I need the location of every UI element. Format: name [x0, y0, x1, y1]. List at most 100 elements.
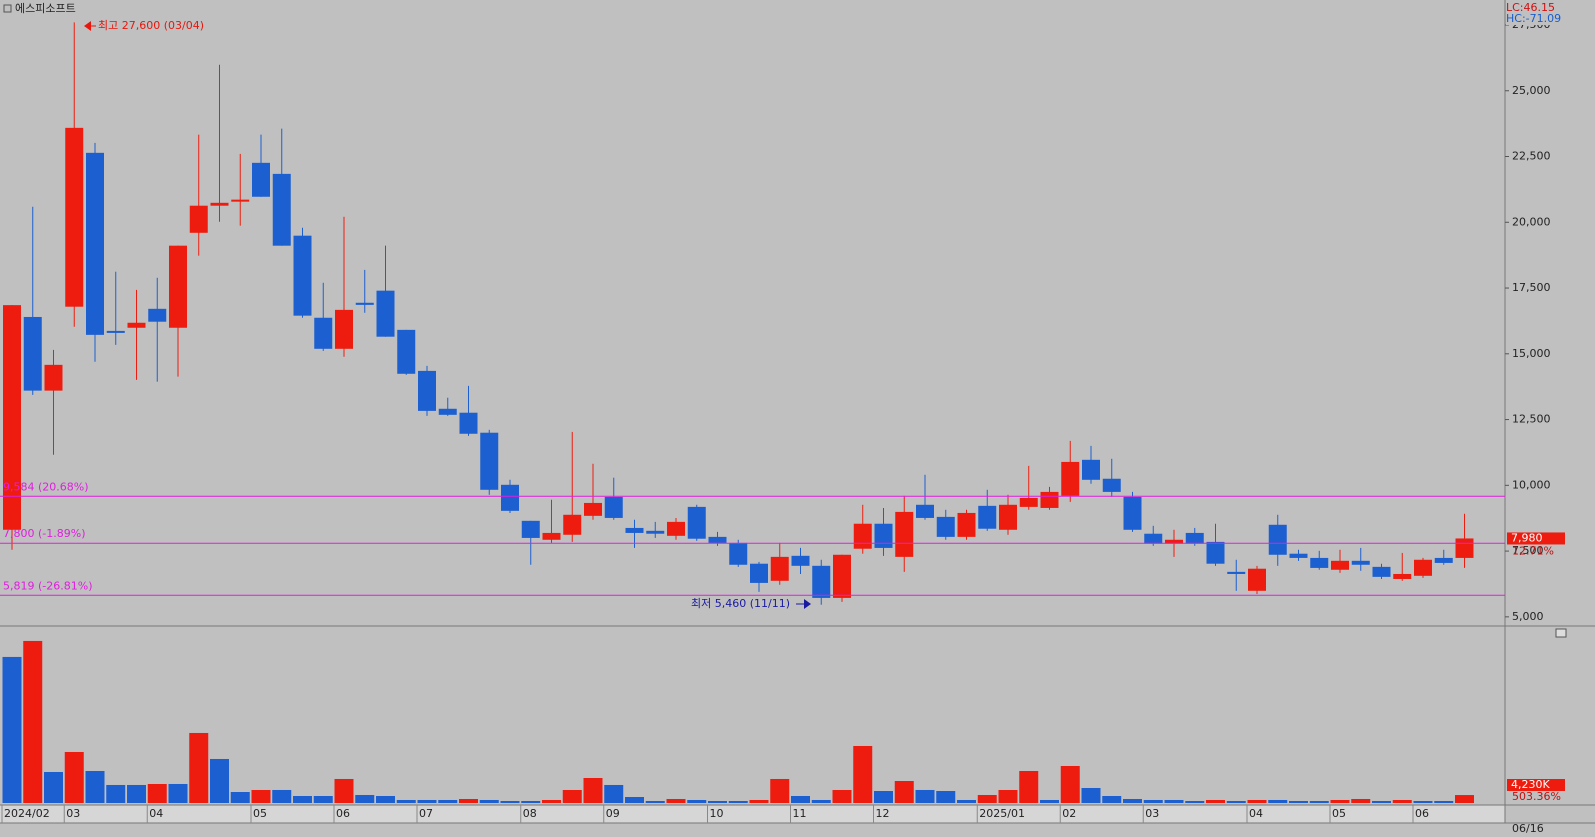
volume-bar: [479, 799, 499, 803]
candle-body: [376, 290, 395, 337]
candle-body: [604, 496, 623, 518]
candle-body: [978, 505, 997, 529]
volume-tag-label: 4,230K: [1511, 778, 1550, 791]
volume-bar: [894, 780, 914, 803]
x-tick-label: 06: [1415, 807, 1429, 820]
candle-body: [1082, 459, 1100, 480]
panel-icon[interactable]: [3, 4, 12, 13]
candle-body: [1061, 461, 1080, 496]
volume-bar: [1206, 799, 1225, 803]
candle-body: [1351, 560, 1370, 565]
volume-bar: [1060, 765, 1080, 803]
hc-label: HC:-71.09: [1506, 12, 1561, 25]
last-date: 06/16: [1512, 822, 1544, 835]
volume-bar: [728, 801, 748, 803]
x-tick-label: 04: [1249, 807, 1263, 820]
volume-bar: [500, 801, 520, 803]
candle-body: [1019, 497, 1038, 507]
candle-body: [563, 514, 582, 535]
marks: [2, 22, 1474, 803]
reference-label: 5,819 (-26.81%): [3, 579, 92, 592]
candle-body: [521, 520, 540, 538]
volume-bar: [376, 796, 395, 803]
candle-body: [272, 173, 291, 246]
volume-bar: [583, 777, 603, 803]
volume-bar: [977, 794, 997, 803]
volume-bar: [251, 789, 271, 803]
candle-body: [293, 235, 312, 316]
price-tag-label: 7,980: [1511, 531, 1543, 544]
change-label: 12.71%: [1512, 544, 1554, 557]
panel-button[interactable]: [1555, 628, 1567, 638]
volume-bar: [708, 801, 727, 803]
volume-bar: [334, 778, 354, 803]
candle-body: [23, 316, 42, 391]
candle-body: [999, 504, 1017, 530]
candle-body: [1185, 532, 1204, 544]
x-tick-label: 09: [606, 807, 620, 820]
volume-bar: [355, 794, 375, 803]
candle-body: [397, 329, 416, 374]
x-tick-label: 02: [1062, 807, 1076, 820]
candle-body: [957, 512, 976, 537]
x-tick-label: 03: [1145, 807, 1159, 820]
candle-body: [750, 563, 768, 583]
y-tick-label: 7,500: [1512, 544, 1544, 557]
x-tick-label: 03: [66, 807, 80, 820]
volume-bar: [1081, 787, 1101, 803]
candle-body: [355, 302, 374, 305]
volume-bar: [687, 799, 707, 803]
x-tick-label: 11: [793, 807, 807, 820]
candle-body: [44, 364, 63, 391]
volume-bar: [85, 770, 105, 803]
volume-bar: [1268, 799, 1288, 803]
x-tick-label: 10: [710, 807, 724, 820]
volume-bar: [542, 799, 561, 803]
y-tick-label: 17,500: [1512, 281, 1551, 294]
volume-bar: [1123, 798, 1142, 803]
y-tick-label: 5,000: [1512, 610, 1544, 623]
volume-bar: [106, 784, 126, 803]
high-note: 최고 27,600 (03/04): [98, 19, 204, 32]
candle-body: [936, 516, 955, 537]
volume-bar: [1226, 801, 1246, 803]
volume-bar: [749, 799, 769, 803]
volume-bar: [625, 797, 644, 803]
label-bg: [1506, 1, 1594, 25]
y-tick-label: 25,000: [1512, 84, 1551, 97]
candle-body: [106, 330, 125, 333]
volume-bar: [1019, 770, 1039, 803]
x-tick-label: 05: [1332, 807, 1346, 820]
volume-bar: [1143, 799, 1163, 803]
volume-ratio-label: 503.36%: [1512, 790, 1561, 803]
volume-bar: [1164, 799, 1184, 803]
candle-body: [1310, 557, 1329, 568]
volume-bar: [770, 778, 790, 803]
candle-body: [1040, 491, 1059, 508]
volume-bar: [168, 783, 188, 803]
candle-body: [501, 484, 519, 511]
candle-body: [1289, 553, 1308, 558]
volume-bar: [2, 656, 22, 803]
candle-body: [1331, 560, 1349, 570]
candle-body: [189, 205, 208, 233]
volume-bar: [417, 799, 437, 803]
candle-body: [916, 504, 934, 518]
volume-bar: [915, 789, 935, 803]
volume-bar: [1434, 801, 1454, 803]
x-tick-label: 08: [523, 807, 537, 820]
volume-bar: [1102, 796, 1122, 803]
reference-label: 9,584 (20.68%): [3, 480, 89, 493]
candle-body: [708, 536, 727, 543]
volume-bar: [811, 799, 831, 803]
volume-bar: [210, 758, 229, 803]
x-tick-label: 2024/02: [4, 807, 50, 820]
candle-body: [127, 322, 146, 328]
volume-bar: [189, 732, 209, 803]
candle-body: [667, 521, 685, 536]
y-tick-label: 15,000: [1512, 347, 1551, 360]
volume-bar: [1289, 801, 1308, 803]
volume-bar: [832, 789, 852, 803]
volume-tag: [1507, 779, 1565, 791]
candle-body: [812, 565, 831, 598]
